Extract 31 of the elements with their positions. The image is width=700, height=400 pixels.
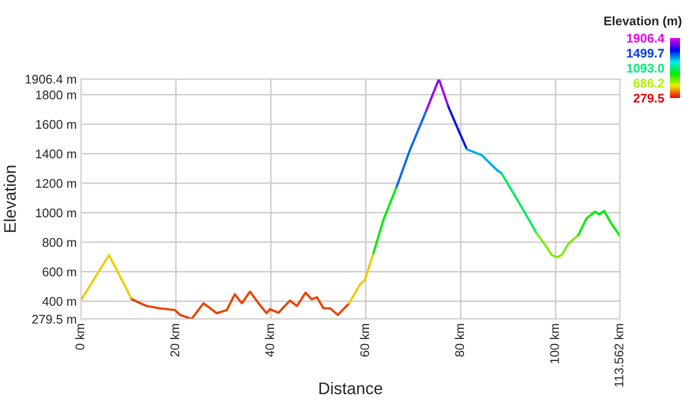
y-axis-title: Elevation	[4, 166, 16, 232]
x-tick-label: 0 km	[75, 324, 84, 350]
y-tick-label: 1600 m	[36, 120, 76, 129]
y-tick-label: 800 m	[42, 238, 76, 247]
line-series	[466, 148, 503, 174]
y-tick-label: 600 m	[42, 268, 76, 276]
line-series	[500, 172, 538, 234]
line-series	[577, 210, 620, 238]
color-bar-label: 1906.4	[627, 34, 664, 43]
color-bar-label: 1093.0	[627, 64, 664, 73]
line-series	[348, 252, 374, 304]
y-tick-label: 1906.4 m	[26, 74, 76, 84]
x-tick-label: 80 km	[454, 324, 464, 357]
y-tick-label: 1000 m	[36, 208, 76, 218]
y-tick-label: 400 m	[42, 297, 76, 306]
legend-title: Elevation (m)	[604, 16, 682, 28]
x-tick-label: 113.562 km	[614, 324, 624, 387]
line-series	[130, 290, 350, 319]
x-axis-title: Distance	[319, 382, 382, 394]
y-tick-label: 279.5 m	[32, 314, 76, 324]
y-tick-label: 1400 m	[36, 150, 76, 158]
x-tick-label: 60 km	[360, 324, 370, 357]
color-bar-label: 279.5	[634, 94, 664, 103]
y-tick-label: 1800 m	[36, 90, 76, 100]
line-series	[536, 232, 580, 258]
x-tick-label: 20 km	[170, 324, 180, 357]
x-tick-label: 100 km	[550, 324, 559, 364]
color-bar-label: 686.2	[634, 78, 664, 88]
x-tick-label: 40 km	[265, 324, 274, 357]
y-tick-label: 1200 m	[36, 179, 76, 188]
color-bar-label: 1499.7	[627, 48, 664, 58]
